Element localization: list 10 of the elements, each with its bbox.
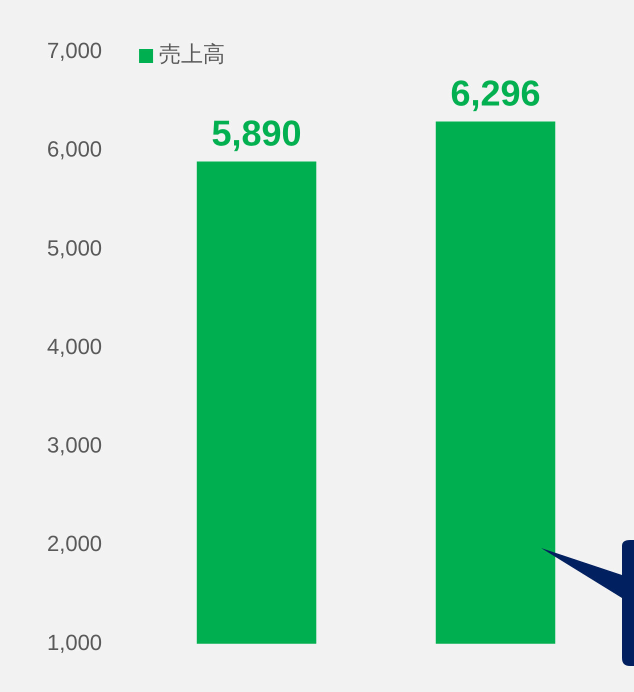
y-tick-label: 5,000 [46, 235, 102, 260]
y-tick-label: 7,000 [46, 38, 102, 64]
y-tick-label: 2,000 [46, 531, 102, 556]
legend-label: 売上高 [159, 42, 226, 68]
y-tick-label: 3,000 [46, 432, 102, 458]
y-tick-label: 1,000 [46, 630, 102, 655]
text: 5,890 [211, 112, 302, 154]
text: 6,296 [450, 72, 541, 114]
y-tick-label: 6,000 [46, 136, 102, 162]
y-tick-label: 4,000 [46, 334, 102, 359]
